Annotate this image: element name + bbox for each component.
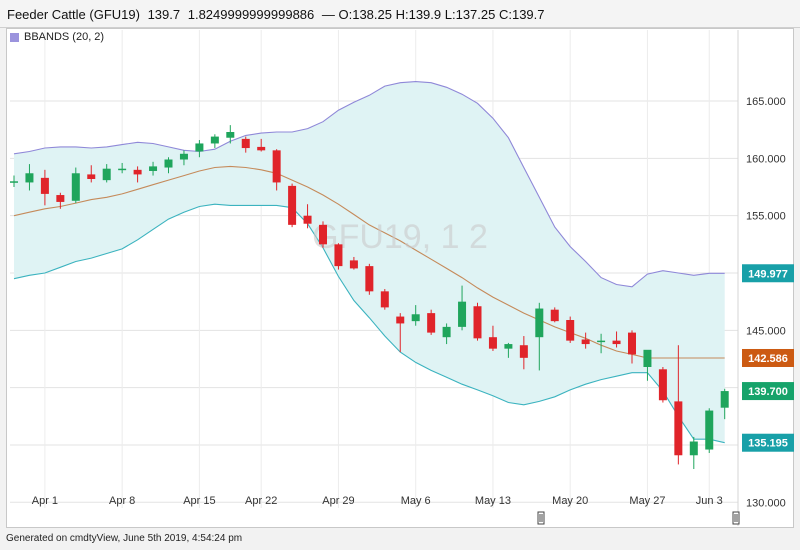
candle-body bbox=[689, 441, 698, 456]
last-price-tag: 139.700 bbox=[748, 386, 788, 398]
candle-body bbox=[133, 169, 142, 175]
candle-body bbox=[56, 195, 65, 202]
candle-body bbox=[195, 143, 204, 152]
bbands-middle-line bbox=[13, 165, 725, 359]
candle-body bbox=[288, 185, 297, 225]
candle-body bbox=[396, 316, 405, 324]
candle-body bbox=[458, 301, 467, 327]
indicator-legend[interactable]: BBANDS (20, 2) bbox=[10, 31, 104, 43]
candle-body bbox=[535, 308, 544, 338]
x-tick-label: May 13 bbox=[475, 495, 511, 507]
x-tick-label: Apr 15 bbox=[183, 495, 215, 507]
bbands-lower-line bbox=[13, 203, 725, 444]
chart-title-bar: Feeder Cattle (GFU19) 139.7 1.8249999999… bbox=[0, 0, 800, 28]
candle-body bbox=[365, 266, 374, 292]
y-tick-label: 160.000 bbox=[746, 153, 786, 165]
bbands-fill bbox=[14, 81, 725, 443]
time-scroll-handle bbox=[537, 511, 545, 525]
x-tick-label: Apr 1 bbox=[32, 495, 58, 507]
candle-body bbox=[504, 344, 513, 349]
candle-body bbox=[164, 159, 173, 168]
candle-body bbox=[519, 345, 528, 358]
candle-body bbox=[473, 306, 482, 339]
candle-body bbox=[427, 313, 436, 333]
candle-body bbox=[488, 337, 497, 349]
symbol-name: Feeder Cattle (GFU19) bbox=[7, 7, 140, 22]
candle-body bbox=[303, 215, 312, 224]
candle-body bbox=[241, 138, 250, 149]
candle-body bbox=[226, 132, 235, 138]
upper-band-tag: 149.977 bbox=[748, 268, 788, 280]
y-tick-label: 155.000 bbox=[746, 211, 786, 223]
candle-body bbox=[257, 146, 266, 151]
price-change: 1.8249999999999886 bbox=[187, 7, 315, 22]
candle-body bbox=[705, 410, 714, 450]
candle-body bbox=[411, 314, 420, 322]
candle-body bbox=[442, 326, 451, 338]
candle-body bbox=[658, 369, 667, 401]
candle-body bbox=[40, 177, 49, 194]
bbands-upper-line bbox=[13, 81, 725, 288]
candle-body bbox=[581, 339, 590, 345]
candle-body bbox=[87, 174, 96, 179]
bbands-legend-label: BBANDS (20, 2) bbox=[24, 31, 105, 43]
candle-body bbox=[720, 391, 729, 408]
ohlc-readout: — O:138.25 H:139.9 L:137.25 C:139.7 bbox=[321, 7, 545, 22]
candle-body bbox=[566, 320, 575, 341]
y-tick-label: 165.000 bbox=[746, 96, 786, 108]
lower-band-tag-bg bbox=[742, 433, 794, 452]
time-scroll-handle bbox=[732, 511, 740, 525]
last-price: 139.7 bbox=[147, 7, 181, 22]
candle-body bbox=[334, 244, 343, 267]
candle-body bbox=[380, 291, 389, 308]
candle-body bbox=[597, 340, 606, 343]
candle-body bbox=[319, 224, 327, 245]
candle-body bbox=[550, 309, 559, 322]
candle-body bbox=[102, 168, 111, 181]
candle-body bbox=[612, 340, 621, 345]
candle-body bbox=[149, 166, 158, 171]
candle-body bbox=[272, 150, 281, 183]
x-tick-label: Apr 8 bbox=[109, 495, 135, 507]
last-price-tag-bg bbox=[742, 382, 794, 401]
candle-body bbox=[643, 349, 652, 367]
x-tick-label: Apr 22 bbox=[245, 495, 277, 507]
x-tick-label: Jun 3 bbox=[696, 495, 723, 507]
candle-body bbox=[210, 136, 219, 144]
bbands-swatch-icon bbox=[10, 32, 19, 42]
x-tick-label: May 27 bbox=[629, 495, 665, 507]
lower-band-tag: 135.195 bbox=[748, 438, 788, 450]
candle-body bbox=[628, 332, 636, 355]
candle-body bbox=[349, 260, 358, 269]
candle-body bbox=[71, 173, 80, 201]
y-tick-label: 130.000 bbox=[746, 497, 786, 509]
candle-body bbox=[179, 153, 188, 160]
x-tick-label: Apr 29 bbox=[322, 495, 354, 507]
candle-body bbox=[25, 173, 34, 183]
footer-note: Generated on cmdtyView, June 5th 2019, 4… bbox=[6, 533, 243, 544]
candle-body bbox=[674, 401, 683, 456]
upper-band-tag-bg bbox=[742, 264, 794, 283]
candle-body bbox=[10, 181, 18, 183]
y-tick-label: 145.000 bbox=[746, 325, 786, 337]
x-tick-label: May 6 bbox=[401, 495, 431, 507]
middle-band-tag-bg bbox=[742, 348, 794, 367]
middle-band-tag: 142.586 bbox=[748, 353, 788, 365]
candle-body bbox=[118, 168, 127, 171]
x-tick-label: May 20 bbox=[552, 495, 588, 507]
